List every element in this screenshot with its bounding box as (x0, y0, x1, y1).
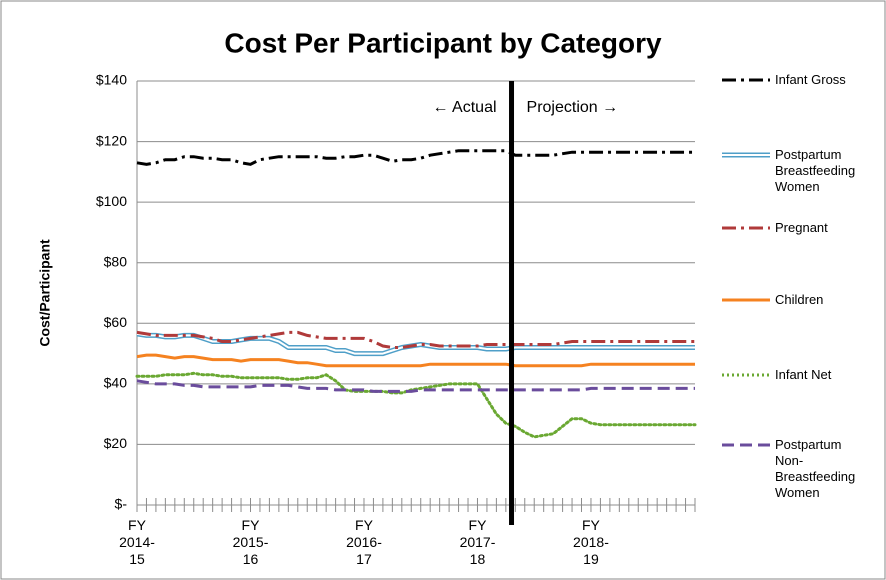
x-tick-label: FY 2018-19 (573, 517, 609, 567)
y-tick-label: $- (115, 496, 128, 512)
series-line (136, 330, 695, 349)
y-tick-label: $140 (96, 72, 127, 88)
x-tick-label: FY 2016-17 (346, 517, 382, 567)
y-axis-label: Cost/Participant (37, 239, 53, 347)
legend-label: Pregnant (775, 220, 828, 235)
chart-title: Cost Per Participant by Category (224, 27, 662, 58)
legend-label: Postpartum Breastfeeding Women (775, 147, 856, 194)
annotation: Projection → (527, 99, 619, 116)
x-tick-label: FY 2014-15 (119, 517, 155, 567)
legend-label: Postpartum Non-Breastfeeding Women (775, 437, 856, 500)
y-tick-label: $120 (96, 132, 127, 148)
legend-label: Infant Gross (775, 72, 846, 87)
series-line (136, 379, 695, 393)
y-tick-label: $60 (104, 314, 128, 330)
y-tick-label: $20 (104, 435, 128, 451)
series-line (136, 353, 695, 368)
x-tick-label: FY 2015-16 (232, 517, 269, 567)
annotation: ← Actual (432, 99, 496, 116)
y-tick-label: $100 (96, 193, 127, 209)
legend-label: Children (775, 292, 824, 307)
legend-label: Infant Net (775, 367, 832, 382)
y-tick-label: $80 (104, 253, 128, 269)
x-tick-label: FY 2017-18 (459, 517, 496, 567)
y-tick-label: $40 (104, 375, 128, 391)
series-line (136, 149, 695, 166)
